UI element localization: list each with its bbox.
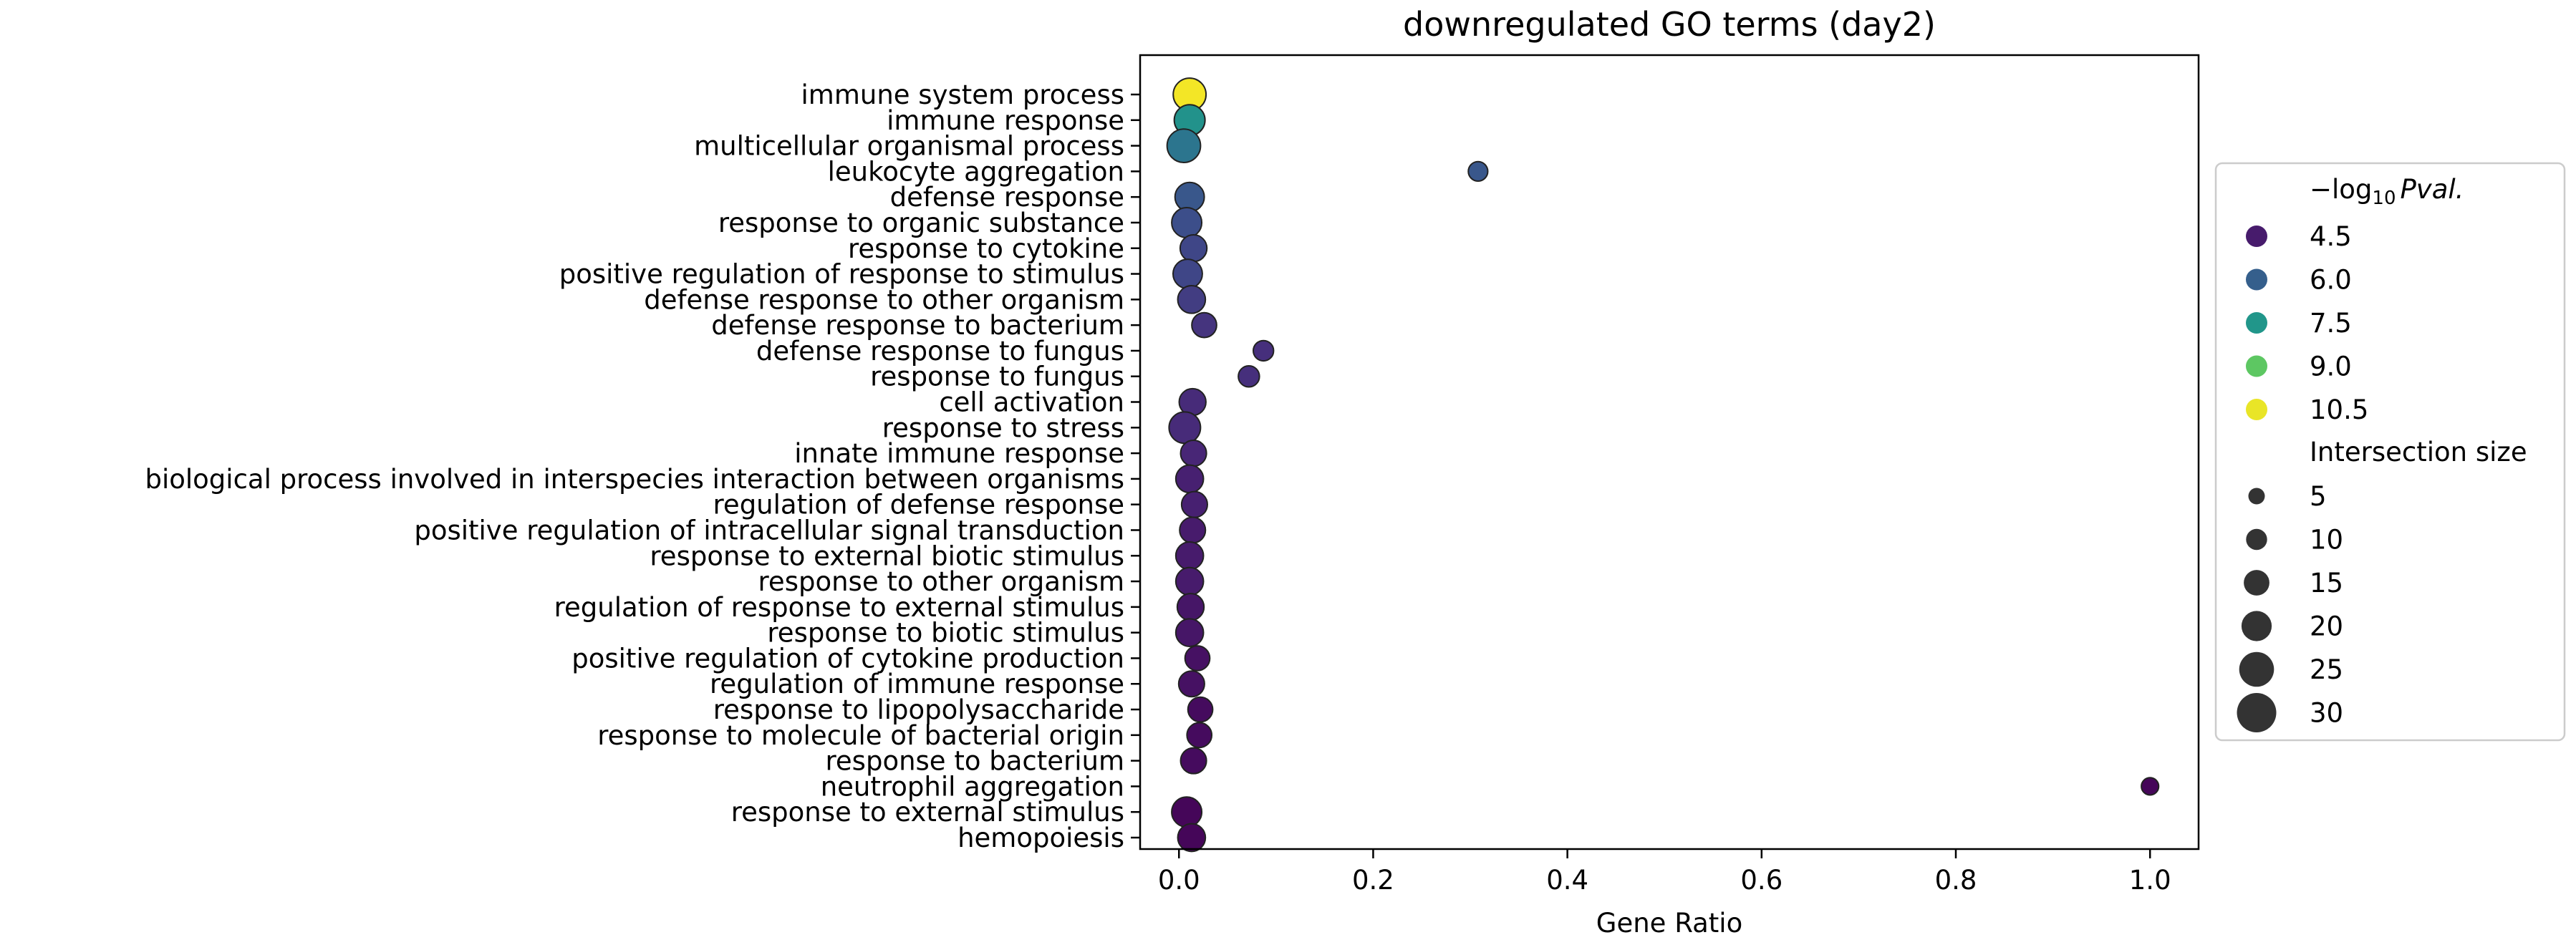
data-point: [1177, 670, 1205, 698]
data-point: [1179, 234, 1208, 263]
x-axis-ticks: 0.0 0.2 0.4 0.6 0.8 1.0: [1158, 849, 2171, 896]
category-label: response to other organism: [758, 566, 1124, 597]
data-point: [1174, 464, 1205, 494]
data-point: [1467, 160, 1489, 182]
data-points: [1166, 77, 2160, 853]
x-tick-label: 1.0: [2129, 865, 2171, 896]
size-legend-title: Intersection size: [2310, 437, 2527, 467]
category-label: response to molecule of bacterial origin: [597, 720, 1124, 751]
color-legend-marker: [2246, 399, 2267, 420]
x-tick-label: 0.2: [1352, 865, 1394, 896]
category-label: cell activation: [939, 387, 1124, 418]
category-label: multicellular organismal process: [694, 131, 1124, 162]
size-legend-marker: [2239, 651, 2274, 687]
category-label: biological process involved in interspec…: [145, 464, 1124, 495]
category-label: response to biotic stimulus: [767, 618, 1124, 649]
category-label: response to external biotic stimulus: [650, 541, 1124, 571]
category-label: defense response to other organism: [644, 284, 1124, 315]
color-legend-label: 7.5: [2310, 308, 2352, 339]
category-label: positive regulation of intracellular sig…: [414, 515, 1124, 546]
data-point: [2141, 777, 2160, 796]
data-point: [1176, 593, 1205, 621]
category-label: regulation of response to external stimu…: [554, 592, 1124, 623]
data-point: [1172, 258, 1203, 290]
category-label: response to bacterium: [826, 746, 1124, 777]
data-point: [1168, 411, 1202, 445]
size-legend-marker: [2241, 611, 2272, 641]
color-legend-label: 6.0: [2310, 265, 2352, 296]
legend-box: [2214, 162, 2566, 742]
size-legend-label: 10: [2310, 525, 2343, 556]
size-legend-marker: [2246, 528, 2267, 551]
x-tick-label: 0.4: [1546, 865, 1588, 896]
size-legend-label: 30: [2310, 698, 2343, 729]
category-label: defense response to fungus: [756, 336, 1124, 367]
x-tick-label: 0.6: [1740, 865, 1783, 896]
data-point: [1179, 516, 1207, 544]
category-label: response to cytokine: [848, 233, 1124, 264]
data-point: [1171, 206, 1203, 238]
category-label: positive regulation of cytokine producti…: [571, 643, 1124, 674]
category-label: leukocyte aggregation: [828, 156, 1124, 187]
data-point: [1166, 128, 1202, 163]
data-point: [1187, 696, 1214, 723]
category-label: immune system process: [801, 79, 1125, 110]
data-point: [1180, 440, 1207, 467]
category-label: response to stress: [882, 412, 1124, 443]
category-label: hemopoiesis: [957, 823, 1124, 853]
color-legend-marker: [2246, 355, 2267, 377]
size-legend-label: 25: [2310, 654, 2343, 685]
color-legend-label: 4.5: [2310, 221, 2352, 252]
data-point: [1184, 645, 1211, 672]
category-label: immune response: [887, 105, 1124, 136]
data-point: [1177, 823, 1207, 853]
data-point: [1171, 796, 1203, 828]
chart-title: downregulated GO terms (day2): [1403, 5, 1936, 44]
plot-area-frame: [1139, 54, 2200, 850]
x-axis-label: Gene Ratio: [1596, 908, 1742, 939]
data-point: [1174, 566, 1205, 596]
color-legend-label: 9.0: [2310, 352, 2352, 382]
category-label: response to external stimulus: [731, 797, 1124, 828]
category-label: innate immune response: [794, 438, 1124, 469]
category-label: defense response: [890, 182, 1124, 213]
size-legend-marker: [2237, 693, 2277, 732]
category-label: response to organic substance: [718, 208, 1124, 238]
category-label: defense response to bacterium: [711, 310, 1124, 341]
color-legend-marker: [2246, 268, 2267, 291]
data-point: [1186, 722, 1213, 749]
category-label: regulation of immune response: [710, 669, 1124, 699]
size-legend-label: 20: [2310, 611, 2343, 642]
data-point: [1180, 490, 1208, 518]
data-point: [1191, 311, 1217, 339]
category-label: neutrophil aggregation: [821, 771, 1124, 802]
data-point: [1174, 541, 1205, 571]
color-legend-marker: [2246, 226, 2267, 247]
color-legend-marker: [2246, 312, 2267, 334]
category-label: response to fungus: [870, 362, 1124, 392]
category-label: positive regulation of response to stimu…: [559, 259, 1124, 290]
data-point: [1174, 618, 1205, 647]
data-point: [1180, 747, 1207, 775]
x-tick-label: 0.0: [1158, 865, 1200, 896]
size-legend-marker: [2244, 570, 2269, 596]
data-point: [1238, 364, 1260, 388]
data-point: [1177, 285, 1207, 314]
size-legend-label: 5: [2310, 481, 2327, 512]
size-legend-label: 15: [2310, 568, 2343, 598]
category-label: response to lipopolysaccharide: [713, 694, 1124, 725]
color-legend-title: −log10 Pval.: [2310, 174, 2464, 209]
color-legend-label: 10.5: [2310, 394, 2368, 425]
x-tick-label: 0.8: [1935, 865, 1977, 896]
category-label: regulation of defense response: [713, 490, 1124, 520]
size-legend-marker: [2248, 488, 2265, 505]
legend: −log10 Pval. 4.5 6.0 7.5 9.0 10.5 Intersection …: [2214, 162, 2566, 742]
data-point: [1253, 339, 1275, 362]
